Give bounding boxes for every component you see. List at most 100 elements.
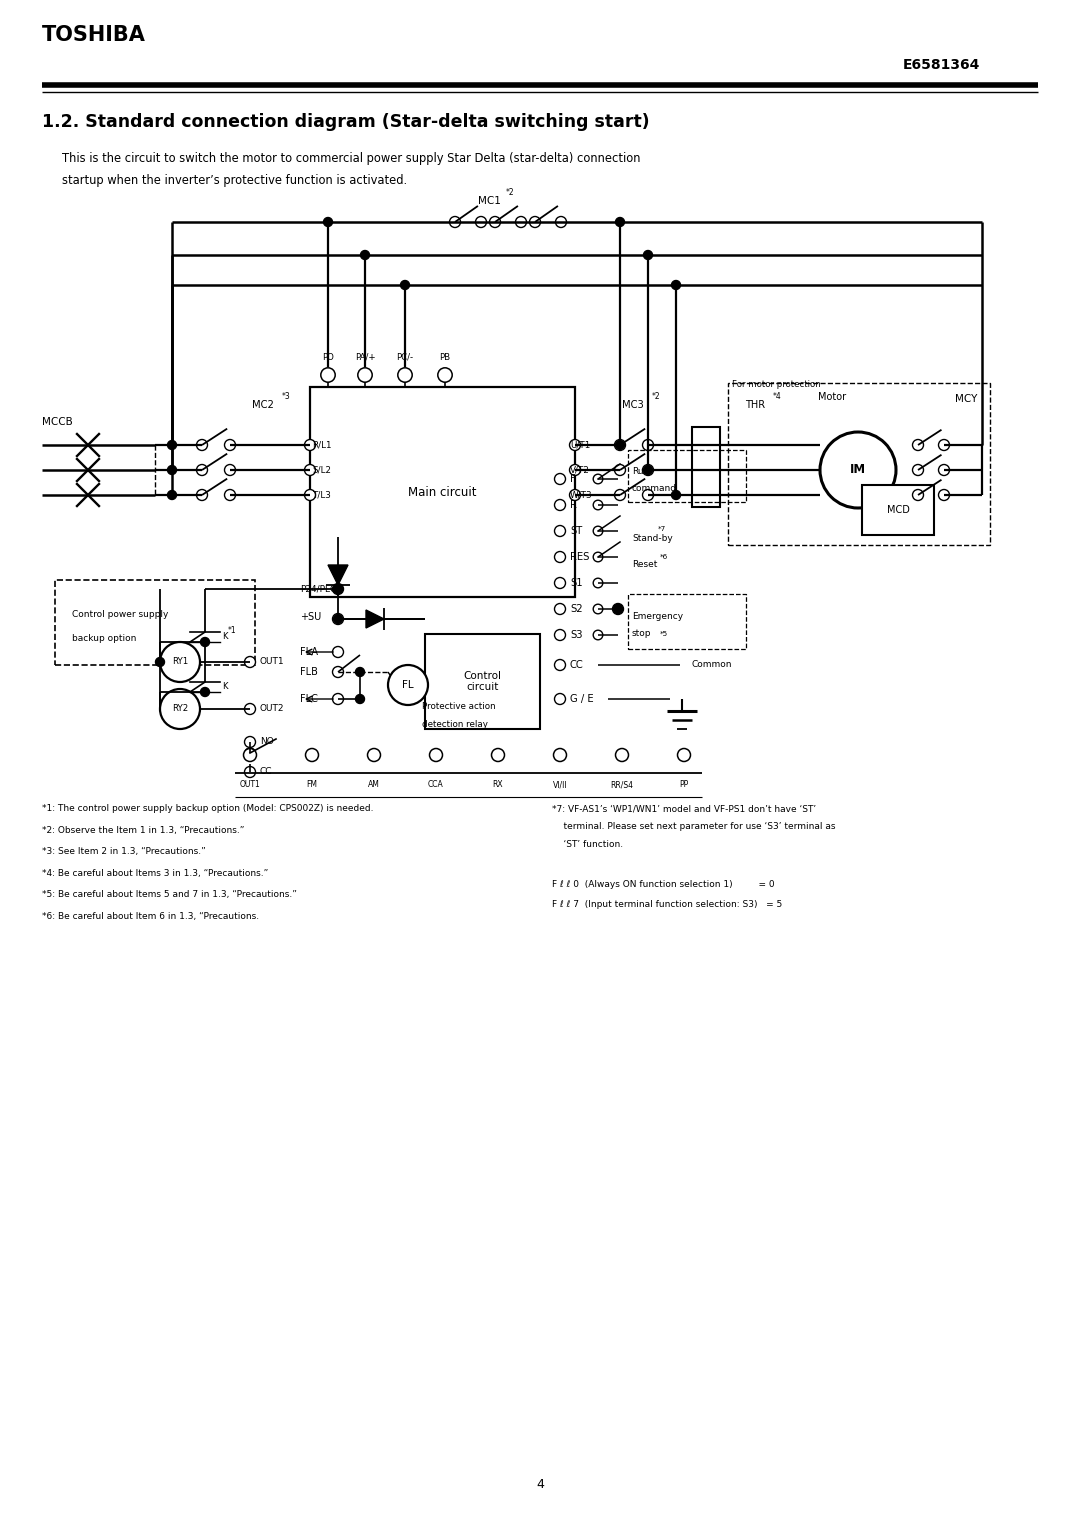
Circle shape: [643, 490, 653, 501]
Text: OUT1: OUT1: [260, 658, 285, 666]
Text: Common: Common: [692, 661, 732, 669]
Text: *3: See Item 2 in 1.3, “Precautions.”: *3: See Item 2 in 1.3, “Precautions.”: [42, 847, 206, 857]
Circle shape: [201, 637, 210, 646]
Circle shape: [615, 490, 625, 501]
Circle shape: [616, 440, 624, 449]
Text: backup option: backup option: [72, 635, 136, 643]
Circle shape: [913, 440, 923, 450]
Circle shape: [939, 440, 949, 450]
Circle shape: [244, 767, 256, 777]
Bar: [426, 634, 540, 728]
Circle shape: [305, 490, 315, 501]
Circle shape: [355, 667, 365, 676]
Bar: [627, 450, 746, 502]
Circle shape: [167, 490, 176, 499]
Circle shape: [491, 748, 504, 762]
Text: PA/+: PA/+: [354, 353, 376, 362]
Text: S2: S2: [570, 605, 582, 614]
Text: startup when the inverter’s protective function is activated.: startup when the inverter’s protective f…: [62, 174, 407, 188]
Circle shape: [334, 585, 342, 594]
Circle shape: [593, 579, 603, 588]
Circle shape: [333, 693, 343, 704]
Text: Run: Run: [632, 467, 649, 476]
Circle shape: [244, 657, 256, 667]
Text: *3: *3: [282, 392, 291, 402]
Circle shape: [554, 577, 566, 588]
Text: *5: Be careful about Items 5 and 7 in 1.3, “Precautions.”: *5: Be careful about Items 5 and 7 in 1.…: [42, 890, 297, 899]
Circle shape: [554, 629, 566, 640]
Text: Main circuit: Main circuit: [408, 486, 476, 498]
Circle shape: [355, 695, 365, 704]
Circle shape: [593, 475, 603, 484]
Text: MC2: MC2: [252, 400, 274, 411]
Text: This is the circuit to switch the motor to commercial power supply Star Delta (s: This is the circuit to switch the motor …: [62, 153, 640, 165]
Bar: [728, 383, 990, 545]
Circle shape: [820, 432, 896, 508]
Text: *7: *7: [658, 525, 666, 531]
Circle shape: [333, 614, 343, 625]
Text: F ℓ ℓ 7  (Input terminal function selection: S3)   = 5: F ℓ ℓ 7 (Input terminal function selecti…: [552, 901, 782, 910]
Text: Control power supply: Control power supply: [72, 611, 168, 620]
Circle shape: [321, 368, 335, 382]
Text: Stand-by: Stand-by: [632, 534, 673, 544]
Circle shape: [593, 501, 603, 510]
Circle shape: [515, 217, 527, 228]
Text: Motor: Motor: [818, 392, 846, 402]
Circle shape: [554, 660, 566, 670]
Circle shape: [160, 689, 200, 728]
Circle shape: [244, 704, 256, 715]
Circle shape: [225, 490, 235, 501]
Circle shape: [615, 440, 625, 450]
Text: MCY: MCY: [955, 394, 977, 405]
Text: ‘ST’ function.: ‘ST’ function.: [552, 840, 623, 849]
Text: PP: PP: [679, 780, 689, 789]
Circle shape: [244, 736, 256, 748]
Bar: [692, 428, 720, 507]
Circle shape: [554, 473, 566, 484]
Circle shape: [554, 603, 566, 614]
Bar: [55, 580, 255, 664]
Circle shape: [529, 217, 540, 228]
Circle shape: [156, 658, 164, 666]
Text: +SU: +SU: [300, 612, 321, 621]
Text: *1: The control power supply backup option (Model: CPS002Z) is needed.: *1: The control power supply backup opti…: [42, 805, 374, 814]
Circle shape: [361, 250, 369, 260]
Text: F ℓ ℓ 0  (Always ON function selection 1)         = 0: F ℓ ℓ 0 (Always ON function selection 1)…: [552, 881, 774, 890]
Circle shape: [305, 464, 315, 475]
Text: S/L2: S/L2: [312, 466, 330, 475]
Circle shape: [913, 464, 923, 475]
Text: CC: CC: [570, 660, 584, 670]
Text: RY1: RY1: [172, 658, 188, 666]
Text: PC/-: PC/-: [396, 353, 414, 362]
Circle shape: [197, 490, 207, 501]
Circle shape: [449, 217, 460, 228]
Circle shape: [430, 748, 443, 762]
Text: terminal. Please set next parameter for use ‘S3’ terminal as: terminal. Please set next parameter for …: [552, 823, 836, 832]
Text: AM: AM: [368, 780, 380, 789]
Circle shape: [197, 464, 207, 475]
Circle shape: [243, 748, 257, 762]
Text: Protective action: Protective action: [422, 702, 496, 712]
Text: FL: FL: [402, 680, 414, 690]
Text: K: K: [222, 683, 228, 692]
Circle shape: [225, 440, 235, 450]
Circle shape: [672, 281, 680, 290]
Bar: [310, 386, 575, 597]
Text: V/T2: V/T2: [570, 466, 590, 475]
Circle shape: [555, 217, 567, 228]
Circle shape: [333, 666, 343, 678]
Text: MC3: MC3: [622, 400, 644, 411]
Text: *6: Be careful about Item 6 in 1.3, “Precautions.: *6: Be careful about Item 6 in 1.3, “Pre…: [42, 912, 259, 921]
Text: P24/PLC: P24/PLC: [300, 585, 336, 594]
Text: K: K: [222, 632, 228, 641]
Text: FLB: FLB: [300, 667, 318, 676]
Circle shape: [554, 499, 566, 510]
Text: PO: PO: [322, 353, 334, 362]
Circle shape: [201, 687, 210, 696]
Text: MC1: MC1: [478, 195, 501, 206]
Text: RX: RX: [492, 780, 503, 789]
Circle shape: [324, 217, 333, 226]
Circle shape: [357, 368, 373, 382]
Text: CCA: CCA: [428, 780, 444, 789]
Text: *5: *5: [660, 631, 669, 637]
